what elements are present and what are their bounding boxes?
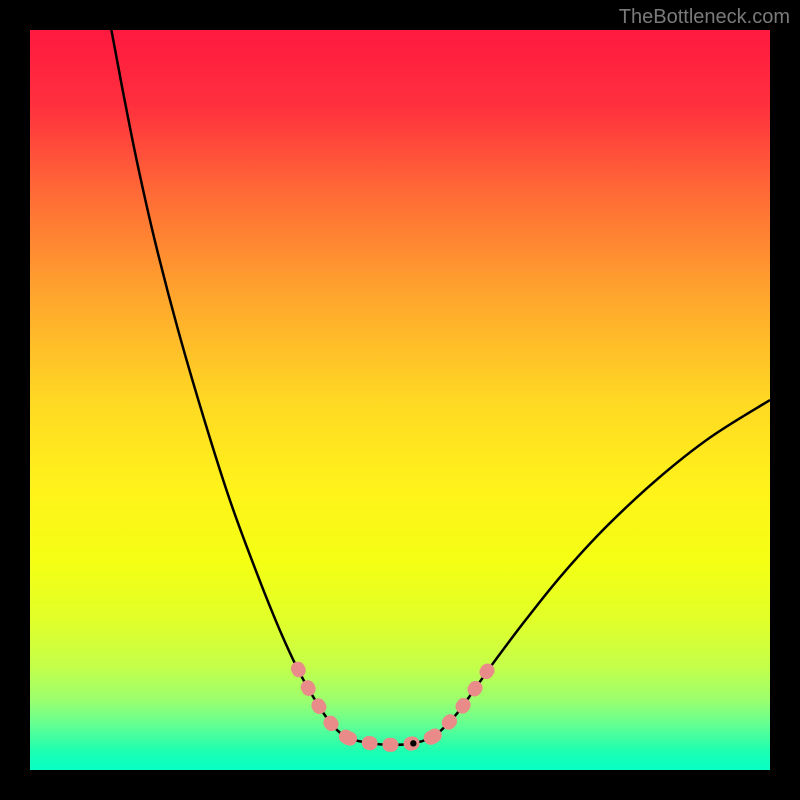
- chart-frame: TheBottleneck.com: [0, 0, 800, 800]
- curve-main: [111, 30, 770, 745]
- bottleneck-chart: [30, 30, 770, 770]
- watermark-text: TheBottleneck.com: [619, 6, 790, 29]
- marker-dot: [410, 740, 416, 746]
- curve-highlight-left: [298, 669, 348, 739]
- chart-svg: [30, 30, 770, 770]
